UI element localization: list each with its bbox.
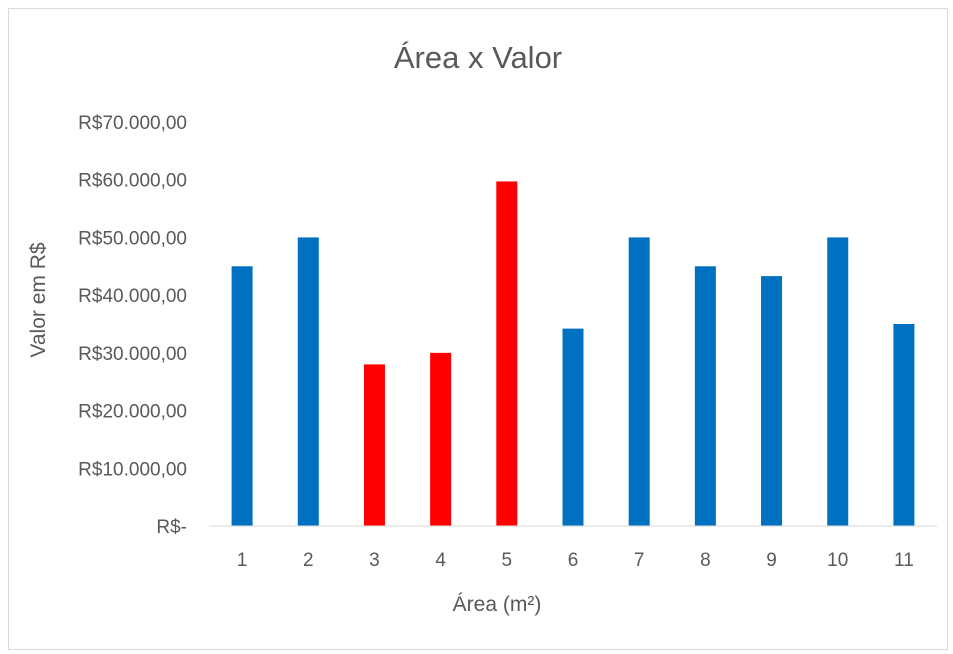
x-tick-label: 7 — [634, 550, 645, 571]
bar — [761, 276, 783, 526]
y-tick-label: R$20.000,00 — [78, 402, 187, 423]
y-axis-label: Valor em R$ — [27, 242, 50, 357]
x-tick-label: 5 — [502, 550, 513, 571]
bar — [628, 237, 650, 526]
x-axis-label: Área (m²) — [453, 593, 542, 616]
bar — [694, 266, 716, 526]
x-tick-label: 3 — [369, 550, 380, 571]
x-tick-label: 2 — [303, 550, 314, 571]
x-tick-label: 1 — [237, 550, 248, 571]
chart-title: Área x Valor — [394, 40, 562, 75]
x-tick-label: 6 — [568, 550, 579, 571]
y-tick-label: R$70.000,00 — [78, 113, 187, 134]
bar — [297, 237, 319, 526]
y-tick-label: R$30.000,00 — [78, 344, 187, 365]
y-axis-ticks: R$- R$10.000,00 R$20.000,00 R$30.000,00 R$40… — [78, 113, 187, 538]
bar — [430, 352, 452, 526]
x-tick-label: 9 — [766, 550, 777, 571]
y-tick-label: R$40.000,00 — [78, 286, 187, 307]
bar — [827, 237, 849, 526]
y-tick-label: R$- — [156, 517, 187, 538]
x-tick-label: 10 — [827, 550, 848, 571]
x-tick-label: 8 — [700, 550, 711, 571]
bars — [231, 181, 915, 526]
chart-frame — [8, 8, 948, 650]
y-tick-label: R$60.000,00 — [78, 171, 187, 192]
y-tick-label: R$50.000,00 — [78, 228, 187, 249]
x-axis-ticks: 1 2 3 4 5 6 7 8 9 10 11 — [237, 550, 914, 571]
bar — [363, 364, 385, 526]
bar — [562, 328, 584, 526]
bar — [496, 181, 518, 526]
bar — [231, 266, 253, 526]
x-tick-label: 4 — [435, 550, 446, 571]
x-tick-label: 11 — [894, 550, 914, 571]
bar — [893, 324, 915, 526]
y-tick-label: R$10.000,00 — [78, 459, 187, 480]
